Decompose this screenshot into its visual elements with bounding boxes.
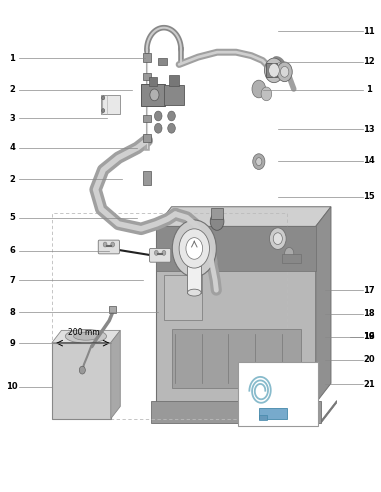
Text: 21: 21	[363, 380, 375, 389]
Text: 1: 1	[9, 54, 15, 62]
Circle shape	[252, 80, 266, 98]
Circle shape	[264, 58, 283, 83]
Text: 17: 17	[363, 286, 375, 295]
Circle shape	[186, 238, 203, 259]
Circle shape	[210, 213, 224, 230]
Text: 4: 4	[9, 143, 15, 153]
Circle shape	[280, 66, 289, 77]
Circle shape	[154, 123, 162, 133]
Text: 16: 16	[363, 332, 375, 341]
FancyBboxPatch shape	[142, 95, 151, 103]
Polygon shape	[156, 207, 331, 226]
Text: 11: 11	[363, 27, 375, 35]
Text: 3: 3	[9, 114, 15, 123]
FancyBboxPatch shape	[259, 408, 287, 419]
FancyBboxPatch shape	[169, 75, 179, 86]
FancyBboxPatch shape	[282, 254, 301, 263]
Text: 2: 2	[9, 86, 15, 94]
Ellipse shape	[65, 330, 107, 343]
FancyBboxPatch shape	[158, 58, 166, 65]
Text: 1: 1	[366, 86, 372, 94]
Circle shape	[179, 229, 210, 268]
FancyBboxPatch shape	[101, 95, 120, 114]
Circle shape	[168, 111, 175, 121]
FancyBboxPatch shape	[238, 362, 318, 426]
Polygon shape	[111, 331, 120, 419]
FancyBboxPatch shape	[156, 226, 316, 403]
FancyBboxPatch shape	[142, 134, 151, 142]
Text: 18: 18	[363, 309, 375, 318]
Circle shape	[162, 250, 166, 255]
Text: 14: 14	[363, 156, 375, 165]
Circle shape	[102, 96, 105, 100]
Circle shape	[277, 62, 292, 82]
Text: 7: 7	[9, 276, 15, 285]
Text: 6: 6	[9, 246, 15, 255]
FancyBboxPatch shape	[141, 84, 165, 106]
Polygon shape	[52, 331, 120, 342]
Circle shape	[103, 242, 107, 247]
FancyBboxPatch shape	[142, 53, 151, 62]
FancyBboxPatch shape	[52, 342, 111, 419]
Circle shape	[261, 87, 272, 101]
FancyBboxPatch shape	[149, 77, 157, 86]
Circle shape	[269, 63, 279, 77]
FancyBboxPatch shape	[266, 63, 277, 77]
FancyBboxPatch shape	[143, 171, 150, 184]
Text: 9: 9	[9, 338, 15, 348]
FancyBboxPatch shape	[149, 248, 171, 262]
Text: 8: 8	[9, 308, 15, 317]
Text: 10: 10	[6, 382, 18, 391]
FancyBboxPatch shape	[211, 208, 223, 219]
Circle shape	[269, 228, 286, 249]
Bar	[52, 213, 287, 419]
Text: 2: 2	[9, 175, 15, 184]
Circle shape	[154, 111, 162, 121]
Text: 13: 13	[363, 125, 375, 134]
Text: 20: 20	[363, 355, 375, 364]
FancyBboxPatch shape	[164, 85, 184, 105]
Circle shape	[253, 154, 265, 169]
Circle shape	[154, 250, 158, 255]
Ellipse shape	[187, 289, 201, 296]
Polygon shape	[322, 400, 337, 423]
Circle shape	[150, 89, 159, 101]
FancyBboxPatch shape	[143, 115, 150, 122]
Text: 15: 15	[363, 192, 375, 201]
Polygon shape	[316, 207, 331, 403]
Circle shape	[79, 366, 85, 374]
Circle shape	[256, 158, 262, 165]
Text: 5: 5	[9, 213, 15, 222]
Circle shape	[285, 247, 294, 259]
FancyBboxPatch shape	[150, 400, 322, 423]
Text: 12: 12	[363, 57, 375, 66]
Circle shape	[111, 242, 115, 247]
Text: 200 mm: 200 mm	[68, 328, 99, 337]
FancyBboxPatch shape	[156, 226, 316, 271]
FancyBboxPatch shape	[187, 266, 201, 293]
FancyBboxPatch shape	[143, 73, 150, 80]
Ellipse shape	[74, 333, 98, 340]
FancyBboxPatch shape	[259, 415, 267, 420]
Circle shape	[172, 220, 216, 277]
FancyBboxPatch shape	[109, 307, 117, 313]
Circle shape	[102, 109, 105, 113]
FancyBboxPatch shape	[98, 240, 120, 254]
Circle shape	[168, 123, 175, 133]
Text: 19: 19	[363, 332, 375, 341]
FancyBboxPatch shape	[171, 330, 301, 388]
FancyBboxPatch shape	[164, 276, 202, 320]
Circle shape	[273, 233, 282, 245]
